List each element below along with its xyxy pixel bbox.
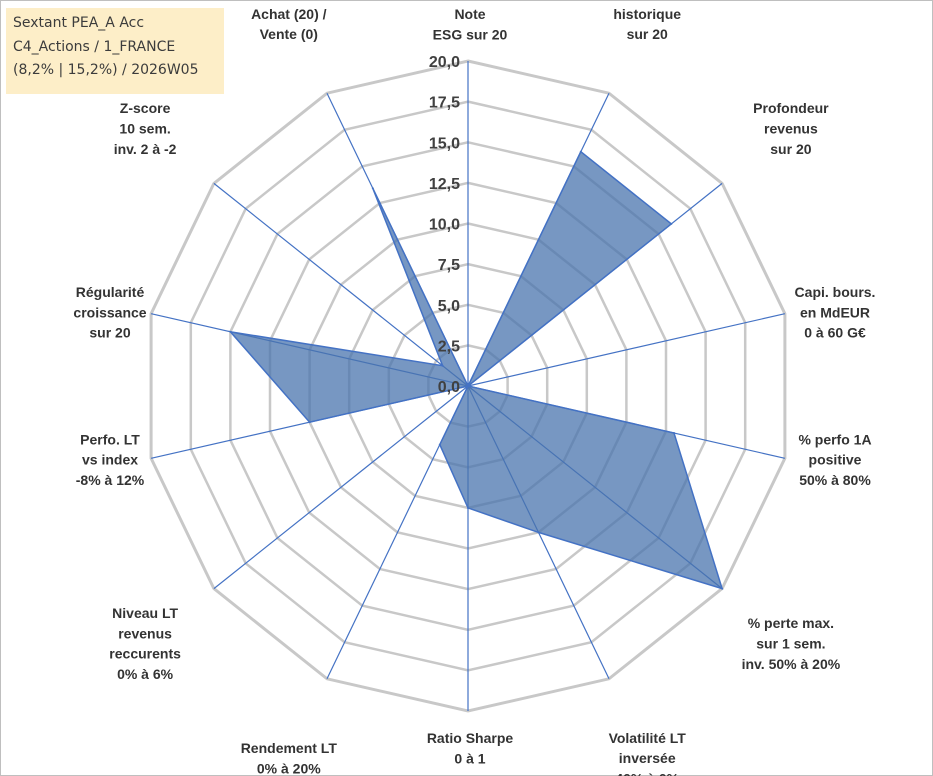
data-point xyxy=(721,587,724,590)
data-point xyxy=(670,222,673,225)
data-point xyxy=(308,421,311,424)
axis-label: Volatilité LTinversée40% à 0% xyxy=(609,730,687,776)
axis-label: Ratio Sharpe 0 à 1 xyxy=(427,730,514,766)
axis-spoke xyxy=(213,182,469,387)
tick-label: 2,5 xyxy=(438,338,460,355)
tick-label: 5,0 xyxy=(438,298,460,315)
axis-label: Régularité croissance sur 20 xyxy=(73,284,146,341)
axis-label: Perfo. LT vs index -8% à 12% xyxy=(76,431,145,488)
data-point xyxy=(441,364,444,367)
axis-label: Capi. bours. en MdEUR 0 à 60 G€ xyxy=(795,284,876,341)
axis-label: % perte max. sur 1 sem. inv. 50% à 20% xyxy=(742,615,841,672)
data-point xyxy=(467,385,469,387)
fund-stats: (8,2% | 15,2%) / 2026W05 xyxy=(13,62,199,78)
data-point xyxy=(467,506,469,509)
axis-label: Profondeur revenus sur 20 xyxy=(753,100,829,157)
axis-label: Z-score 10 sem. inv. 2 à -2 xyxy=(114,100,177,157)
axis-label: Rendement LT 0% à 20% xyxy=(241,740,338,776)
fund-category: C4_Actions / 1_FRANCE xyxy=(13,38,176,55)
axis-label: MomentumAchat (20) /Vente (0) xyxy=(251,0,327,42)
axis-spoke xyxy=(467,313,786,387)
axis-label: Profondeurhistoriquesur 20 xyxy=(609,0,685,42)
data-series-area xyxy=(228,150,724,590)
data-points xyxy=(229,150,724,590)
tick-label: 7,5 xyxy=(438,257,460,274)
tick-label: 15,0 xyxy=(429,135,460,152)
data-point xyxy=(537,531,540,534)
tick-label: 20,0 xyxy=(429,54,460,71)
data-point xyxy=(579,150,582,153)
data-point xyxy=(438,443,441,446)
tick-label: 10,0 xyxy=(429,217,460,234)
axis-spoke xyxy=(213,385,469,590)
fund-info-box: Sextant PEA_A Acc C4_Actions / 1_FRANCE … xyxy=(6,8,224,94)
axis-label: Note ESG sur 20 xyxy=(433,6,508,42)
data-point xyxy=(229,330,232,333)
axis-label: % perfo 1A positive 50% à 80% xyxy=(798,431,871,488)
fund-name: Sextant PEA_A Acc xyxy=(13,15,145,31)
tick-label: 12,5 xyxy=(429,176,460,193)
axis-label: Niveau LT revenus reccurents 0% à 6% xyxy=(109,605,181,682)
radial-tick-labels: 0,0 2,5 5,0 7,5 10,0 12,5 15,0 17,5 20,0 xyxy=(429,54,460,396)
tick-label: 0,0 xyxy=(438,379,460,396)
data-point xyxy=(673,432,675,434)
data-point xyxy=(371,187,374,190)
tick-label: 17,5 xyxy=(429,95,460,112)
